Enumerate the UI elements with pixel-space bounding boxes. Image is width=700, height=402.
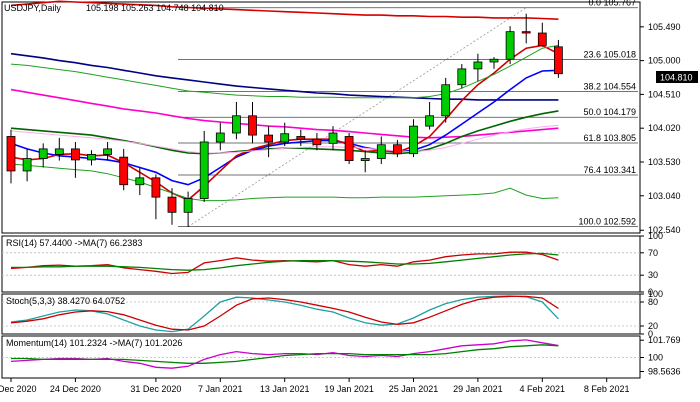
fib-level-label: 23.6 105.018 bbox=[583, 49, 636, 59]
candle-up bbox=[54, 148, 64, 155]
candle-down bbox=[6, 136, 16, 172]
indicator-line-0 bbox=[10, 295, 559, 333]
price-tick-label: 104.510 bbox=[648, 89, 681, 99]
candle-down bbox=[71, 148, 80, 161]
candle-down bbox=[119, 156, 129, 186]
candle-up bbox=[280, 133, 290, 143]
date-tick-label: 19 Jan 2021 bbox=[324, 384, 374, 394]
overlay-line-8 bbox=[10, 124, 559, 154]
candle-up bbox=[183, 198, 193, 213]
overlay-line-1 bbox=[10, 52, 559, 101]
date-tick-label: 31 Dec 2020 bbox=[130, 384, 181, 394]
indicator-tick-label: 100 bbox=[648, 231, 663, 241]
candle-down bbox=[296, 136, 306, 140]
candle-up bbox=[103, 148, 112, 155]
price-tick-label: 105.490 bbox=[648, 22, 681, 32]
fib-level-label: 100.0 102.592 bbox=[578, 217, 636, 227]
panel-frames bbox=[1, 1, 641, 379]
indicator-label: Stoch(5,3,3) 38.4270 64.0752 bbox=[6, 296, 125, 306]
candle-up bbox=[22, 158, 32, 172]
fib-level-label: 50.0 104.179 bbox=[583, 107, 636, 117]
indicator-line-1 bbox=[11, 344, 559, 364]
price-tick-label: 103.040 bbox=[648, 191, 681, 201]
current-price-tag bbox=[656, 71, 698, 83]
candle-up bbox=[425, 115, 435, 127]
current-price-label: 104.810 bbox=[660, 73, 693, 83]
candle-up bbox=[473, 61, 483, 70]
candle-up bbox=[215, 132, 225, 143]
indicator-tick-label: 100 bbox=[648, 289, 663, 299]
candle-down bbox=[392, 144, 402, 155]
candle-up bbox=[505, 31, 515, 60]
date-tick-label: 8 Feb 2021 bbox=[584, 384, 630, 394]
candle-up bbox=[87, 153, 96, 161]
price-tick-label: 103.530 bbox=[648, 157, 681, 167]
indicator-line-1 bbox=[11, 252, 559, 271]
candles bbox=[6, 13, 563, 227]
moving-average-lines bbox=[10, 0, 559, 202]
candle-down bbox=[167, 196, 177, 213]
date-tick-label: 24 Dec 2020 bbox=[50, 384, 101, 394]
indicator-tick-label: 100 bbox=[648, 352, 663, 362]
overlay-line-7 bbox=[10, 44, 559, 99]
candle-up bbox=[457, 68, 467, 86]
candle-up bbox=[135, 177, 145, 186]
candle-up bbox=[376, 144, 386, 159]
candle-down bbox=[248, 115, 257, 136]
fibonacci-levels: 0.0 105.767 23.6 105.018 38.2 104.554 50.0 … bbox=[178, 0, 638, 228]
indicator-tick-label: 0 bbox=[648, 329, 653, 339]
fib-level-label: 61.8 103.805 bbox=[583, 133, 636, 143]
indicator-label: Momentum(14) 101.2324 ->MA(7) 101.2026 bbox=[6, 338, 182, 348]
overlay-line-6 bbox=[10, 163, 559, 202]
candle-up bbox=[441, 84, 451, 117]
indicator-label: RSI(14) 57.4400 ->MA(7) 66.2383 bbox=[6, 238, 142, 248]
candle-up bbox=[489, 58, 499, 63]
date-tick-label: 18 Dec 2020 bbox=[0, 384, 37, 394]
candle-up bbox=[199, 141, 209, 199]
panel-frame-2 bbox=[1, 293, 641, 335]
panel-frame-1 bbox=[1, 235, 641, 293]
candle-down bbox=[344, 136, 354, 161]
indicator-tick-label: 20 bbox=[648, 321, 658, 331]
fib-level-label: 38.2 104.554 bbox=[583, 81, 636, 91]
overlay-line-0 bbox=[10, 0, 559, 20]
candle-up bbox=[360, 158, 370, 161]
candle-down bbox=[264, 134, 274, 143]
candle-down bbox=[554, 46, 563, 75]
candle-up bbox=[38, 148, 48, 159]
candle-up bbox=[231, 115, 241, 134]
price-tick-label: 105.000 bbox=[648, 56, 681, 66]
date-tick-label: 13 Jan 2021 bbox=[260, 384, 310, 394]
ohlc-readout: 105.198 105.263 104.748 104.810 bbox=[86, 3, 224, 13]
fib-level-label: 0.0 105.767 bbox=[588, 0, 636, 8]
candle-up bbox=[409, 125, 418, 155]
chart-title: USDJPY,Daily bbox=[4, 3, 61, 13]
candle-down bbox=[521, 31, 531, 34]
price-tick-label: 102.540 bbox=[648, 225, 681, 235]
indicator-tick-label: 30 bbox=[648, 270, 658, 280]
indicator-panels: 100 70 30 0 RSI(14) 57.4400 ->MA(7) 66.2383 1… bbox=[2, 231, 681, 377]
date-tick-label: 29 Jan 2021 bbox=[453, 384, 503, 394]
candle-down bbox=[151, 177, 161, 198]
indicator-tick-label: 80 bbox=[648, 297, 658, 307]
candle-up bbox=[328, 132, 338, 144]
indicator-tick-label: 98.5636 bbox=[648, 367, 681, 377]
indicator-tick-label: 70 bbox=[648, 248, 658, 258]
price-tick-label: 104.020 bbox=[648, 123, 681, 133]
panel-frame-0 bbox=[1, 1, 641, 234]
indicator-tick-label: 0 bbox=[648, 287, 653, 297]
candle-down bbox=[312, 138, 322, 146]
indicator-tick-label: 101.769 bbox=[648, 335, 681, 345]
date-tick-label: 7 Jan 2021 bbox=[198, 384, 243, 394]
date-tick-label: 25 Jan 2021 bbox=[389, 384, 439, 394]
date-tick-label: 4 Feb 2021 bbox=[520, 384, 566, 394]
fib-level-label: 76.4 103.341 bbox=[583, 165, 636, 175]
candle-down bbox=[537, 32, 547, 46]
axes: 105.490 105.000 104.510 104.020 103.530 103.0… bbox=[0, 22, 681, 394]
indicator-line-1 bbox=[10, 295, 559, 331]
